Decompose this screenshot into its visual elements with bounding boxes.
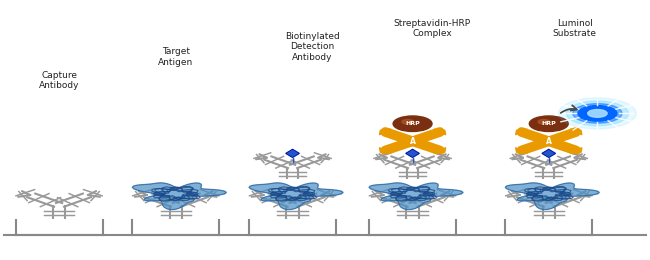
Text: Target
Antigen: Target Antigen <box>158 47 194 67</box>
Circle shape <box>578 106 617 121</box>
Circle shape <box>588 109 607 117</box>
Text: Luminol
Substrate: Luminol Substrate <box>552 19 597 38</box>
FancyArrow shape <box>380 129 400 138</box>
FancyArrow shape <box>515 129 536 138</box>
Circle shape <box>402 119 413 124</box>
FancyArrow shape <box>425 145 446 153</box>
Polygon shape <box>249 183 343 210</box>
FancyArrow shape <box>515 145 536 153</box>
Text: A: A <box>410 137 415 146</box>
Text: HRP: HRP <box>405 121 420 126</box>
Text: A: A <box>546 137 552 146</box>
Text: Capture
Antibody: Capture Antibody <box>39 70 79 90</box>
FancyArrow shape <box>425 129 446 138</box>
Polygon shape <box>133 183 226 210</box>
Circle shape <box>566 101 629 126</box>
FancyArrow shape <box>562 129 582 138</box>
FancyArrow shape <box>380 145 400 153</box>
Text: Streptavidin-HRP
Complex: Streptavidin-HRP Complex <box>393 19 471 38</box>
Polygon shape <box>505 183 599 210</box>
Circle shape <box>529 116 568 132</box>
Circle shape <box>573 103 622 123</box>
Text: Biotinylated
Detection
Antibody: Biotinylated Detection Antibody <box>285 32 339 62</box>
Circle shape <box>558 98 636 129</box>
FancyArrow shape <box>562 145 582 153</box>
Polygon shape <box>286 149 299 158</box>
Circle shape <box>393 116 432 132</box>
Polygon shape <box>542 149 556 158</box>
Circle shape <box>538 119 550 124</box>
Polygon shape <box>406 149 419 158</box>
Polygon shape <box>369 183 463 210</box>
Text: HRP: HRP <box>541 121 556 126</box>
